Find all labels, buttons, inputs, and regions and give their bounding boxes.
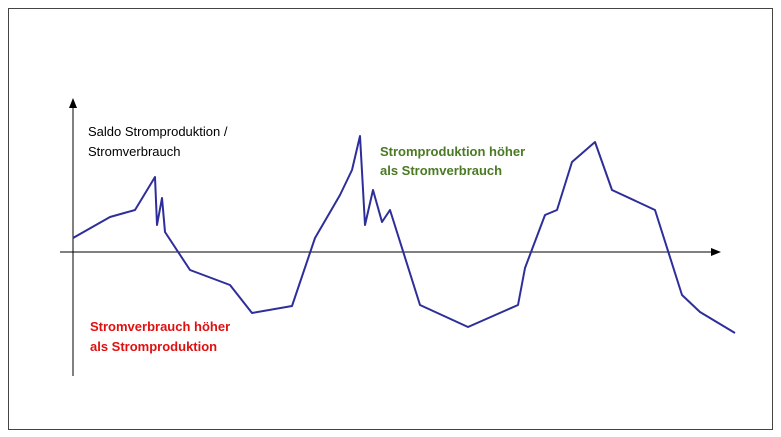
surplus-label: als Stromverbrauch	[380, 163, 502, 178]
x-axis-arrow	[711, 248, 721, 256]
y-axis-arrow	[69, 98, 77, 108]
deficit-label: Stromverbrauch höher	[90, 319, 230, 334]
deficit-label: als Stromproduktion	[90, 339, 217, 354]
axis-label: Stromverbrauch	[88, 144, 180, 159]
frame	[8, 8, 773, 430]
balance-curve	[72, 135, 736, 334]
surplus-label: Stromproduktion höher	[380, 144, 525, 159]
axis-label: Saldo Stromproduktion /	[88, 124, 228, 139]
